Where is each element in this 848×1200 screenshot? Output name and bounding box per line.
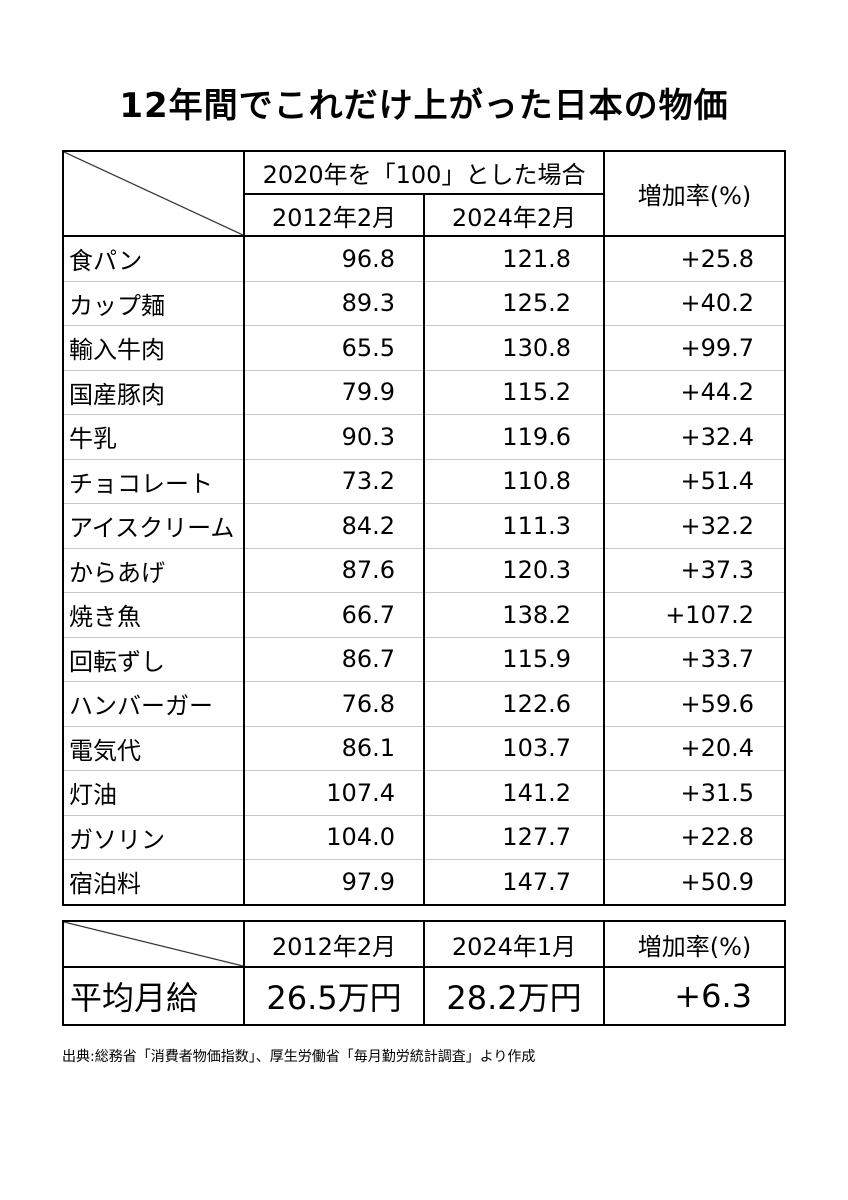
wage-header-2024: 2024年1月 [423,920,605,968]
item-name: チョコレート [62,459,245,504]
item-name: ハンバーガー [62,681,245,727]
item-name: ガソリン [62,815,245,860]
value-2024: 130.8 [422,325,606,371]
table-row: からあげ 87.6 120.3 +37.3 [62,548,787,593]
increase-rate: +25.8 [603,236,787,282]
item-name: 食パン [62,236,245,282]
table-row: ハンバーガー 76.8 122.6 +59.6 [62,681,787,727]
value-2012: 84.2 [243,503,425,549]
value-2012: 87.6 [243,548,425,593]
increase-rate: +20.4 [603,726,787,771]
table-row: カップ麺 89.3 125.2 +40.2 [62,281,787,326]
increase-rate: +107.2 [603,592,787,638]
value-2012: 73.2 [243,459,425,504]
value-2012: 89.3 [243,281,425,326]
value-2012: 65.5 [243,325,425,371]
wage-rate: +6.3 [603,966,786,1026]
wage-header-rate: 増加率(%) [603,920,786,968]
price-index-table: 2020年を「100」とした場合 増加率(%) 2012年2月 2024年2月 … [62,150,787,906]
increase-rate: +33.7 [603,637,787,682]
table-row: 灯油 107.4 141.2 +31.5 [62,770,787,816]
value-2012: 90.3 [243,414,425,460]
item-name: からあげ [62,548,245,593]
table-row: チョコレート 73.2 110.8 +51.4 [62,459,787,504]
table-row: ガソリン 104.0 127.7 +22.8 [62,815,787,860]
value-2024: 110.8 [422,459,606,504]
item-name: 焼き魚 [62,592,245,638]
header-2024: 2024年2月 [422,193,606,237]
value-2024: 115.2 [422,370,606,415]
value-2012: 76.8 [243,681,425,727]
table-row: アイスクリーム 84.2 111.3 +32.2 [62,503,787,549]
value-2012: 86.7 [243,637,425,682]
table-row: 牛乳 90.3 119.6 +32.4 [62,414,787,460]
wage-2012: 26.5万円 [243,966,425,1026]
wage-label: 平均月給 [62,966,245,1026]
item-name: 輸入牛肉 [62,325,245,371]
value-2024: 141.2 [422,770,606,816]
increase-rate: +31.5 [603,770,787,816]
value-2024: 122.6 [422,681,606,727]
value-2012: 86.1 [243,726,425,771]
increase-rate: +59.6 [603,681,787,727]
wage-2024: 28.2万円 [423,966,605,1026]
value-2024: 147.7 [422,859,606,906]
increase-rate: +22.8 [603,815,787,860]
table-row: 焼き魚 66.7 138.2 +107.2 [62,592,787,638]
value-2012: 107.4 [243,770,425,816]
increase-rate: +44.2 [603,370,787,415]
source-note: 出典:総務省「消費者物価指数」、厚生労働省「毎月勤労統計調査」より作成 [62,1049,536,1065]
header-2012: 2012年2月 [243,193,425,237]
item-name: 牛乳 [62,414,245,460]
table-row: 国産豚肉 79.9 115.2 +44.2 [62,370,787,415]
value-2012: 79.9 [243,370,425,415]
item-name: 回転ずし [62,637,245,682]
page-title: 12年間でこれだけ上がった日本の物価 [119,86,729,126]
header-group-label: 2020年を「100」とした場合 [242,150,606,195]
wage-table: 2012年2月 2024年1月 増加率(%) 平均月給 26.5万円 28.2万… [62,920,786,1026]
increase-rate: +99.7 [603,325,787,371]
item-name: カップ麺 [62,281,245,326]
header-rate: 増加率(%) [603,150,787,237]
increase-rate: +51.4 [603,459,787,504]
item-name: 国産豚肉 [62,370,245,415]
value-2024: 138.2 [422,592,606,638]
value-2024: 120.3 [422,548,606,593]
table-row: 電気代 86.1 103.7 +20.4 [62,726,787,771]
increase-rate: +32.4 [603,414,787,460]
header-corner-cell [62,150,245,237]
value-2024: 121.8 [422,236,606,282]
item-name: 灯油 [62,770,245,816]
item-name: 電気代 [62,726,245,771]
increase-rate: +32.2 [603,503,787,549]
table-row: 食パン 96.8 121.8 +25.8 [62,236,787,282]
increase-rate: +40.2 [603,281,787,326]
wage-header-2012: 2012年2月 [243,920,425,968]
increase-rate: +50.9 [603,859,787,906]
value-2012: 97.9 [243,859,425,906]
table-row: 回転ずし 86.7 115.9 +33.7 [62,637,787,682]
value-2012: 104.0 [243,815,425,860]
value-2012: 96.8 [243,236,425,282]
item-name: 宿泊料 [62,859,245,906]
value-2024: 125.2 [422,281,606,326]
item-name: アイスクリーム [62,503,245,549]
value-2024: 103.7 [422,726,606,771]
value-2012: 66.7 [243,592,425,638]
increase-rate: +37.3 [603,548,787,593]
value-2024: 111.3 [422,503,606,549]
wage-corner-cell [62,920,245,968]
value-2024: 127.7 [422,815,606,860]
value-2024: 119.6 [422,414,606,460]
table-row: 宿泊料 97.9 147.7 +50.9 [62,859,787,906]
value-2024: 115.9 [422,637,606,682]
table-row: 輸入牛肉 65.5 130.8 +99.7 [62,325,787,371]
